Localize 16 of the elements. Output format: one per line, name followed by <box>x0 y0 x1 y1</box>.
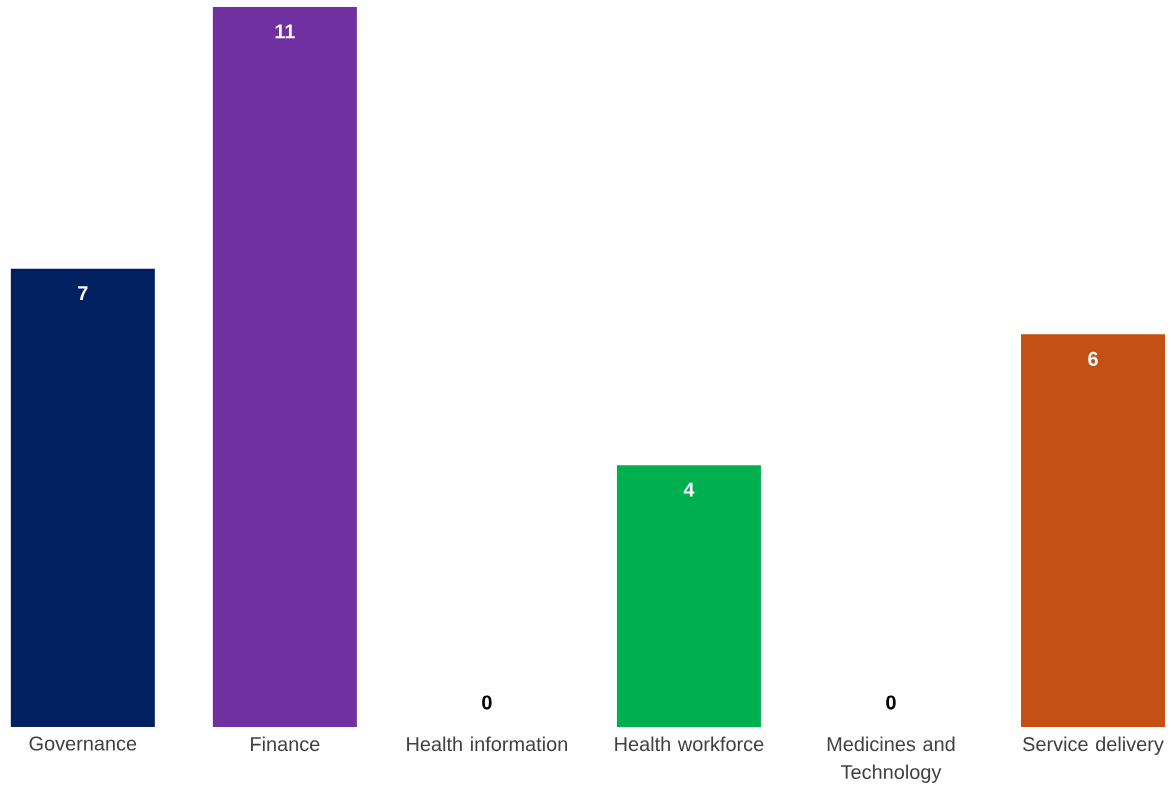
x-tick-label: Medicines and Technology <box>827 736 955 783</box>
bar <box>10 268 155 727</box>
data-label: 0 <box>886 695 896 710</box>
x-tick-label: Service delivery <box>1023 736 1164 756</box>
bar <box>212 6 357 727</box>
data-label: 7 <box>78 286 88 301</box>
x-tick-label: Governance <box>29 736 137 751</box>
data-label: 4 <box>683 482 695 497</box>
x-tick-label: Health workforce <box>615 736 764 752</box>
x-tick-label: Health information <box>407 736 567 752</box>
bar <box>616 465 761 727</box>
bar <box>1021 334 1166 727</box>
data-label: 11 <box>275 24 295 39</box>
data-label: 6 <box>1088 351 1098 366</box>
x-tick-label: Finance <box>251 736 320 752</box>
data-label: 0 <box>482 695 492 710</box>
